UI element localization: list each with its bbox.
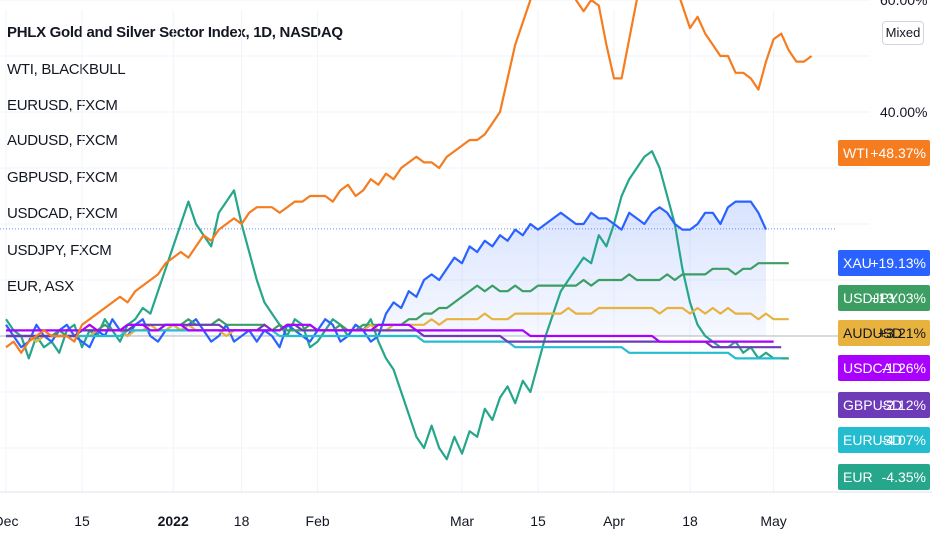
x-tick-label: 15 bbox=[530, 513, 546, 529]
price-badge-gbpusd bbox=[838, 392, 930, 418]
legend-item-gbpusd[interactable]: GBPUSD, FXCM bbox=[7, 169, 118, 186]
badge-symbol: AUDUSD bbox=[843, 325, 902, 341]
badge-symbol: USDCAD bbox=[843, 360, 902, 376]
legend-item-wti[interactable]: WTI, BLACKBULL bbox=[7, 61, 126, 78]
legend-item-audusd[interactable]: AUDUSD, FXCM bbox=[7, 132, 118, 149]
badge-symbol: EURUSD bbox=[843, 432, 902, 448]
x-tick-label: Dec bbox=[0, 513, 18, 529]
legend-item-eurusd[interactable]: EURUSD, FXCM bbox=[7, 97, 118, 114]
badge-value: +19.13% bbox=[870, 255, 926, 271]
price-badge-eur bbox=[838, 464, 930, 490]
legend-item-usdcad[interactable]: USDCAD, FXCM bbox=[7, 205, 118, 222]
price-badge-wti bbox=[838, 140, 930, 166]
price-badge-usdcad bbox=[838, 355, 930, 381]
series-line-eurusd bbox=[6, 329, 782, 360]
price-badge-audusd bbox=[838, 320, 930, 346]
badge-symbol: WTI bbox=[843, 145, 869, 161]
badge-symbol: GBPUSD bbox=[843, 397, 902, 413]
series-line-wti bbox=[5, 0, 813, 354]
series-line-eur bbox=[5, 150, 789, 461]
y-tick-label: 60.00% bbox=[880, 0, 927, 8]
x-tick-label: 18 bbox=[234, 513, 250, 529]
badge-symbol: EUR bbox=[843, 469, 873, 485]
badge-value: +13.03% bbox=[870, 290, 926, 306]
badge-symbol: USDJPY bbox=[843, 290, 899, 306]
x-tick-label: 18 bbox=[682, 513, 698, 529]
series-line-usdcad bbox=[6, 323, 774, 343]
badge-value: -2.12% bbox=[882, 397, 926, 413]
x-tick-label: Feb bbox=[306, 513, 330, 529]
chart-title: PHLX Gold and Silver Sector Index, 1D, N… bbox=[7, 24, 343, 41]
price-badge-eurusd bbox=[838, 427, 930, 453]
y-tick-label: 40.00% bbox=[880, 104, 927, 120]
price-badge-xau bbox=[838, 250, 930, 276]
legend-item-eur[interactable]: EUR, ASX bbox=[7, 278, 74, 295]
badge-value: +48.37% bbox=[870, 145, 926, 161]
badge-value: +3.21% bbox=[878, 325, 926, 341]
x-tick-label: Mar bbox=[450, 513, 474, 529]
scale-mode-button[interactable]: Mixed bbox=[882, 21, 924, 45]
xau-area bbox=[6, 201, 766, 348]
badge-value: -4.07% bbox=[882, 432, 926, 448]
x-tick-label: Apr bbox=[603, 513, 625, 529]
badge-value: -1.26% bbox=[882, 360, 926, 376]
legend-item-usdjpy[interactable]: USDJPY, FXCM bbox=[7, 242, 112, 259]
badge-value: -4.35% bbox=[882, 469, 926, 485]
price-badge-usdjpy bbox=[838, 285, 930, 311]
badge-symbol: XAU bbox=[843, 255, 872, 271]
x-tick-label: 15 bbox=[74, 513, 90, 529]
x-tick-label: May bbox=[760, 513, 786, 529]
x-tick-label: 2022 bbox=[158, 513, 189, 529]
series-line-xau bbox=[5, 200, 768, 349]
